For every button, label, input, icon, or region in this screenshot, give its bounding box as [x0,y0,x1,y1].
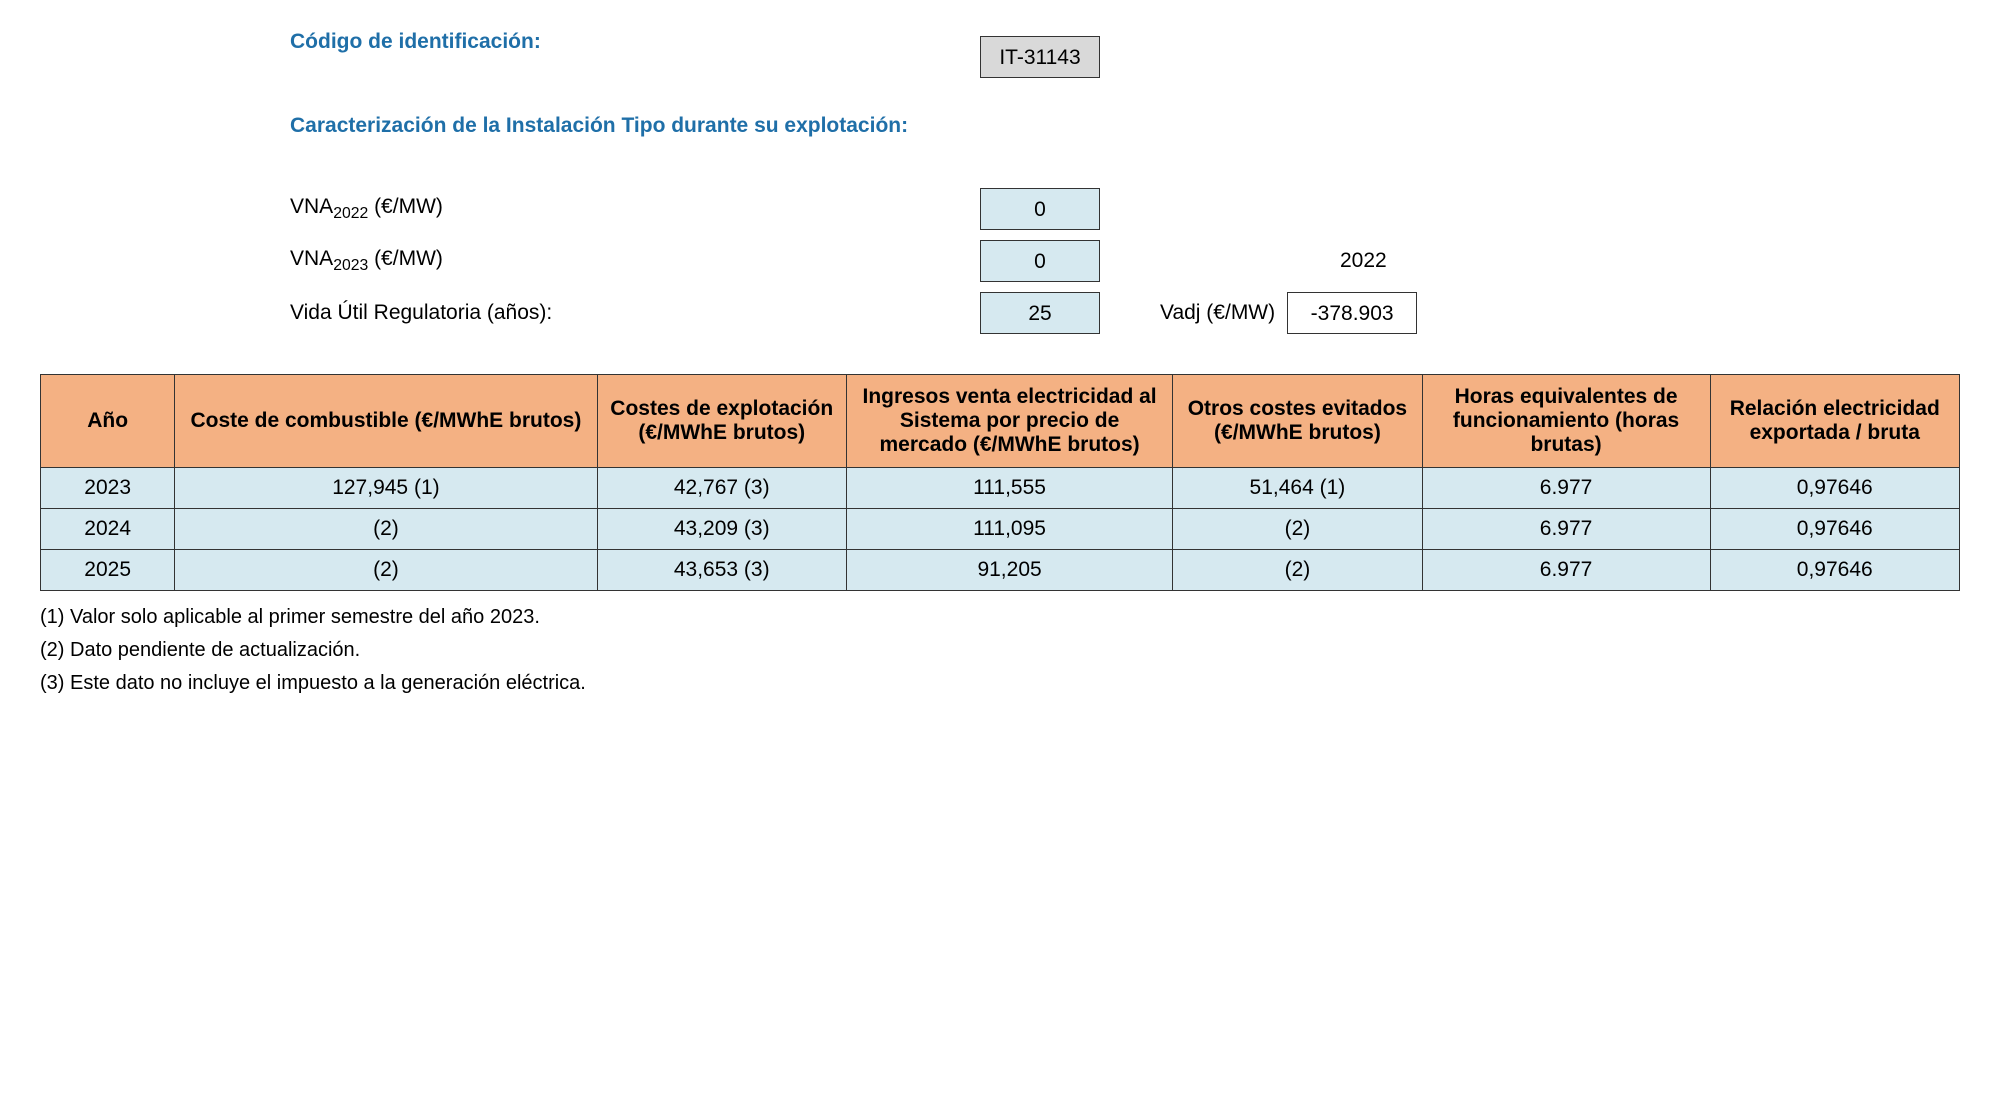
cell-relacion: 0,97646 [1710,509,1960,550]
cell-horas: 6.977 [1422,550,1710,591]
cell-ingresos: 91,205 [846,550,1172,591]
footnotes: (1) Valor solo aplicable al primer semes… [40,606,1960,695]
cell-combustible: (2) [175,509,597,550]
cell-ingresos: 111,555 [846,468,1172,509]
vna2022-value: 0 [980,188,1100,230]
cell-ano: 2025 [41,550,175,591]
th-otros: Otros costes evitados (€/MWhE brutos) [1173,375,1422,468]
cell-relacion: 0,97646 [1710,550,1960,591]
codigo-label: Código de identificación: [290,30,980,54]
cell-otros: 51,464 (1) [1173,468,1422,509]
data-table: Año Coste de combustible (€/MWhE brutos)… [40,374,1960,591]
vna2023-value: 0 [980,240,1100,282]
cell-horas: 6.977 [1422,509,1710,550]
footnote-1: (1) Valor solo aplicable al primer semes… [40,606,1960,629]
th-ingresos: Ingresos venta electricidad al Sistema p… [846,375,1172,468]
cell-explotacion: 43,653 (3) [597,550,846,591]
vida-util-label: Vida Útil Regulatoria (años): [290,301,980,325]
vadj-value: -378.903 [1287,292,1417,334]
table-row: 2024 (2) 43,209 (3) 111,095 (2) 6.977 0,… [41,509,1960,550]
cell-otros: (2) [1173,550,1422,591]
vida-util-value: 25 [980,292,1100,334]
codigo-value: IT-31143 [980,36,1100,78]
cell-otros: (2) [1173,509,1422,550]
cell-combustible: (2) [175,550,597,591]
vna2022-label: VNA2022 (€/MW) [290,195,980,223]
cell-combustible: 127,945 (1) [175,468,597,509]
th-horas: Horas equivalentes de funcionamiento (ho… [1422,375,1710,468]
vna2023-label: VNA2023 (€/MW) [290,247,980,275]
caracterizacion-label: Caracterización de la Instalación Tipo d… [290,114,1960,138]
header-section: Código de identificación: IT-31143 Carac… [290,30,1960,334]
cell-ano: 2023 [41,468,175,509]
table-row: 2023 127,945 (1) 42,767 (3) 111,555 51,4… [41,468,1960,509]
cell-horas: 6.977 [1422,468,1710,509]
table-header-row: Año Coste de combustible (€/MWhE brutos)… [41,375,1960,468]
cell-explotacion: 42,767 (3) [597,468,846,509]
vadj-group: Vadj (€/MW) -378.903 [1160,292,1417,334]
cell-ingresos: 111,095 [846,509,1172,550]
year-right: 2022 [1340,249,1387,273]
footnote-2: (2) Dato pendiente de actualización. [40,639,1960,662]
th-explotacion: Costes de explotación (€/MWhE brutos) [597,375,846,468]
cell-relacion: 0,97646 [1710,468,1960,509]
vadj-label: Vadj (€/MW) [1160,301,1275,325]
footnote-3: (3) Este dato no incluye el impuesto a l… [40,672,1960,695]
th-relacion: Relación electricidad exportada / bruta [1710,375,1960,468]
th-ano: Año [41,375,175,468]
cell-explotacion: 43,209 (3) [597,509,846,550]
table-row: 2025 (2) 43,653 (3) 91,205 (2) 6.977 0,9… [41,550,1960,591]
cell-ano: 2024 [41,509,175,550]
th-combustible: Coste de combustible (€/MWhE brutos) [175,375,597,468]
